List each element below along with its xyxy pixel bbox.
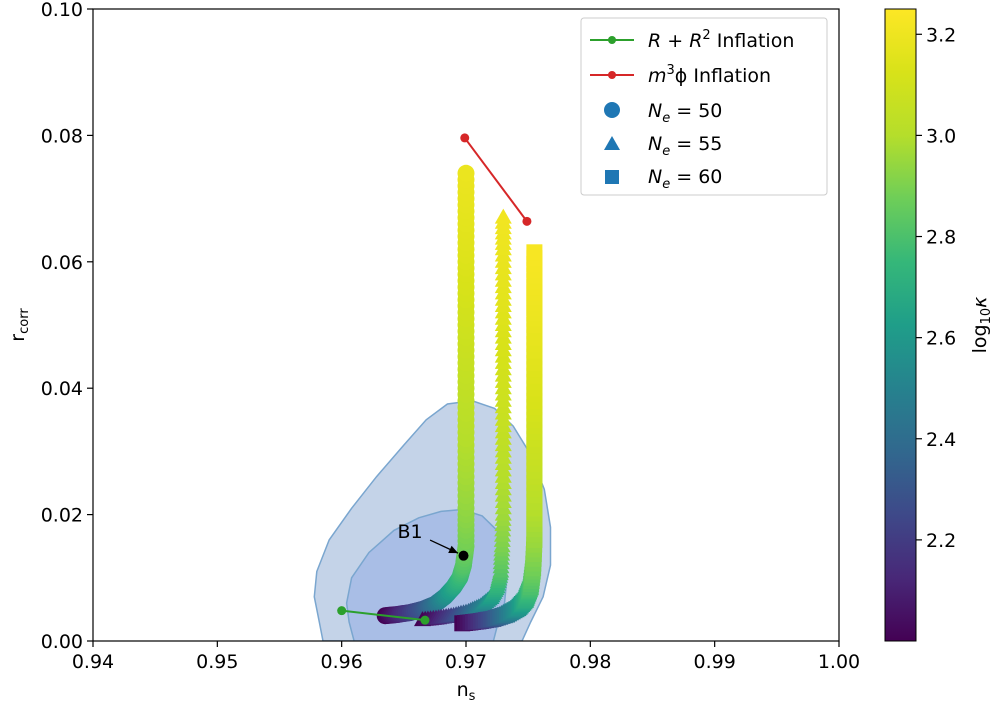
data-point-square	[526, 244, 543, 261]
legend: R + R2 Inflation m3ϕ Inflation Ne = 50 N…	[580, 17, 828, 196]
colorbar-label: log10κ	[969, 296, 990, 354]
x-tick-label: 0.95	[196, 651, 238, 673]
legend-ne60-label: N	[648, 166, 662, 188]
inflation-point	[420, 615, 430, 625]
x-axis-ticks: 0.94 0.95 0.96 0.97 0.98 0.99 1.00	[72, 641, 860, 673]
inflation-line-0	[341, 609, 426, 622]
annotation-label: B1	[397, 521, 422, 543]
x-tick-label: 0.99	[694, 651, 736, 673]
legend-frame	[580, 17, 828, 196]
legend-square-marker	[605, 170, 619, 184]
colorbar-tick-label: 3.0	[926, 125, 956, 147]
x-tick-label: 0.97	[445, 651, 487, 673]
x-tick-label: 0.96	[321, 651, 363, 673]
colorbar-gradient	[884, 8, 917, 642]
x-axis-label: ns	[457, 679, 476, 704]
data-point-triangle	[494, 208, 512, 224]
legend-ne50-label: N	[648, 100, 662, 122]
legend-r-r2-marker	[608, 36, 616, 44]
annotation-arrowhead	[448, 545, 459, 554]
inflation-point	[522, 216, 532, 226]
legend-item-r-r2: R + R2 Inflation	[590, 28, 794, 52]
y-tick-label: 0.06	[41, 252, 83, 274]
legend-item-ne50: Ne = 50	[604, 100, 722, 126]
legend-ne55-label: N	[648, 133, 662, 155]
inflation-point	[460, 133, 470, 143]
y-tick-label: 0.02	[41, 505, 83, 527]
colorbar-tick-label: 2.2	[926, 530, 956, 552]
colorbar: 2.2 2.4 2.6 2.8 3.0 3.2 log10κ	[884, 8, 990, 642]
annotation-point	[458, 550, 469, 561]
data-point-circle	[457, 164, 475, 182]
inflation-point	[337, 606, 347, 616]
y-tick-label: 0.04	[41, 378, 83, 400]
legend-r-r2-label: R + R	[648, 30, 702, 52]
legend-item-ne55: Ne = 55	[604, 133, 722, 159]
svg-text:R + R2 Inflation: R + R2 Inflation	[648, 28, 794, 52]
legend-triangle-marker	[604, 136, 620, 150]
colorbar-tick-label: 3.2	[926, 24, 956, 46]
colorbar-ticks: 2.2 2.4 2.6 2.8 3.0 3.2	[916, 24, 956, 552]
y-tick-label: 0.00	[41, 631, 83, 653]
y-axis-label: rcorr	[7, 308, 32, 342]
legend-m3phi-label: m	[648, 65, 667, 87]
x-tick-label: 0.94	[72, 651, 114, 673]
colorbar-tick-label: 2.4	[926, 429, 956, 451]
colorbar-tick-label: 2.8	[926, 227, 956, 249]
legend-item-ne60: Ne = 60	[605, 166, 722, 192]
y-tick-label: 0.08	[41, 125, 83, 147]
svg-text:Ne = 60: Ne = 60	[648, 166, 722, 192]
svg-text:Ne = 55: Ne = 55	[648, 133, 722, 159]
legend-circle-marker	[604, 102, 620, 118]
x-tick-label: 0.98	[569, 651, 611, 673]
inflation-lines	[337, 133, 532, 625]
y-tick-label: 0.10	[41, 0, 83, 21]
y-axis-ticks: 0.00 0.02 0.04 0.06 0.08 0.10	[41, 0, 93, 653]
svg-text:m3ϕ Inflation: m3ϕ Inflation	[648, 63, 771, 87]
legend-item-m3phi: m3ϕ Inflation	[590, 63, 771, 87]
colorbar-tick-label: 2.6	[926, 328, 956, 350]
svg-text:Ne = 50: Ne = 50	[648, 100, 722, 126]
annotations: B1	[397, 521, 469, 561]
legend-m3phi-marker	[608, 71, 616, 79]
x-tick-label: 1.00	[818, 651, 860, 673]
inflation-line-1	[463, 137, 528, 222]
